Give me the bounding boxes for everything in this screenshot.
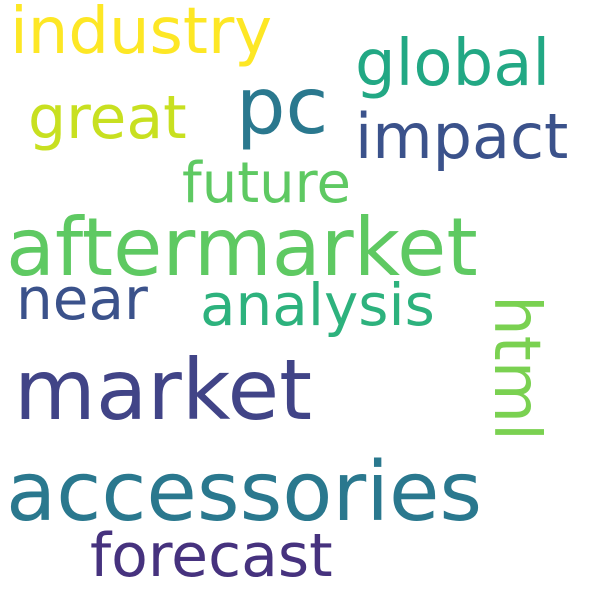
word-market: market (14, 341, 313, 439)
word-pc: pc (236, 62, 329, 152)
word-analysis: analysis (200, 271, 435, 339)
word-near: near (16, 265, 148, 333)
word-aftermarket: aftermarket (6, 201, 478, 294)
word-global: global (355, 27, 551, 101)
word-forecast: forecast (90, 521, 333, 591)
word-html: html (479, 295, 553, 441)
word-future: future (182, 151, 351, 216)
word-accessories: accessories (6, 445, 483, 540)
word-industry: industry (10, 0, 273, 69)
word-impact: impact (355, 100, 569, 173)
word-great: great (28, 83, 187, 153)
